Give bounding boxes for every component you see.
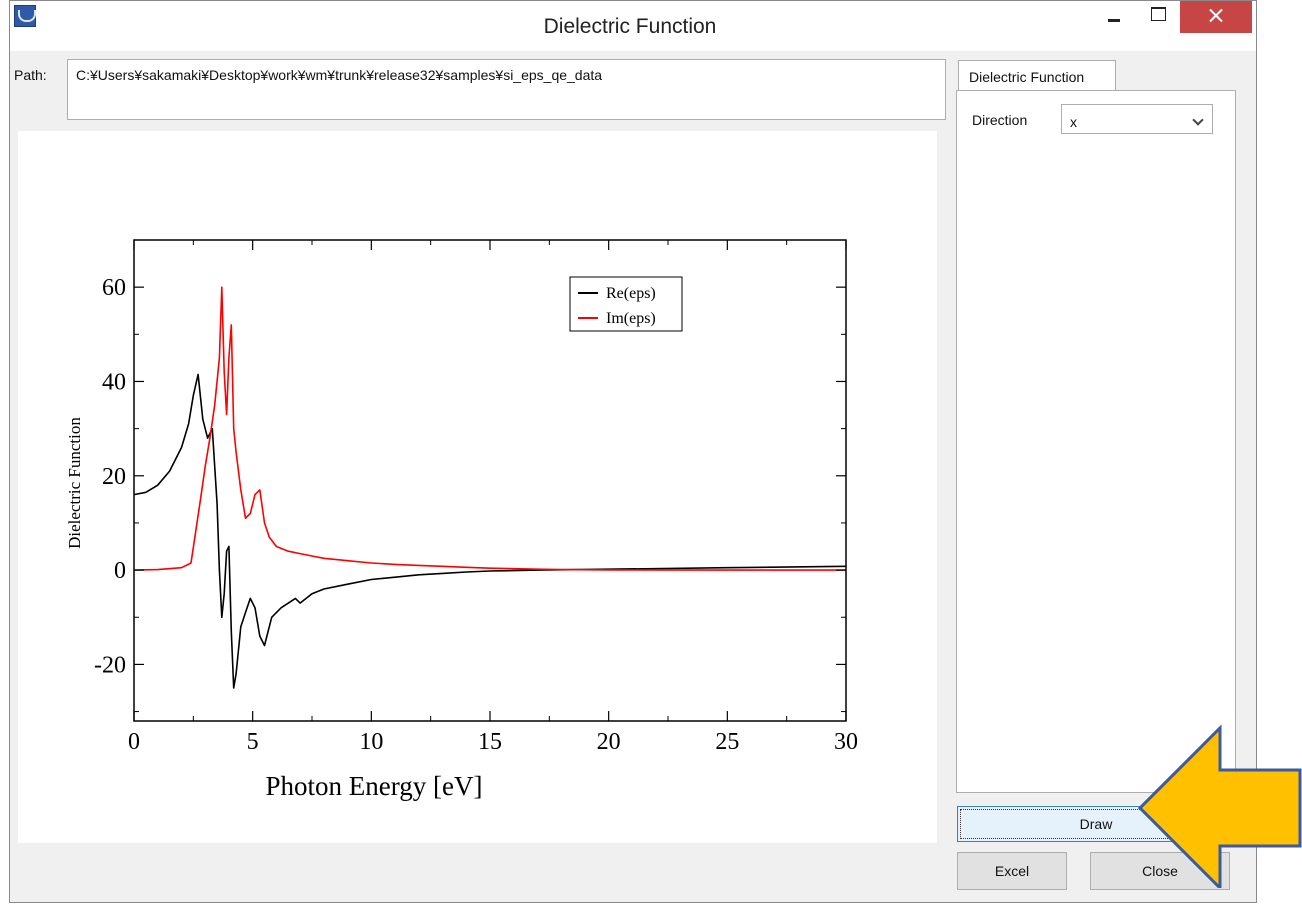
legend-label-re: Re(eps) xyxy=(606,285,656,302)
direction-value: x xyxy=(1070,114,1077,130)
x-tick-label: 20 xyxy=(597,729,621,755)
y-tick-label: 40 xyxy=(102,369,126,395)
tab-pane xyxy=(956,90,1236,793)
tab-dielectric-function[interactable]: Dielectric Function xyxy=(958,60,1116,91)
x-axis-label: Photon Energy [eV] xyxy=(266,771,483,801)
y-tick-label: 60 xyxy=(102,275,126,301)
x-tick-label: 30 xyxy=(834,729,858,755)
direction-select[interactable]: x xyxy=(1061,104,1213,134)
y-tick-label: 20 xyxy=(102,464,126,490)
window-title: Dielectric Function xyxy=(543,15,717,38)
x-tick-label: 5 xyxy=(247,729,259,755)
chart-legend: Re(eps) Im(eps) xyxy=(569,276,683,332)
legend-label-im: Im(eps) xyxy=(606,310,656,327)
plot-frame xyxy=(133,239,847,722)
arrow-left-icon xyxy=(1138,724,1302,888)
x-tick-label: 25 xyxy=(715,729,739,755)
path-label: Path: xyxy=(14,67,47,83)
path-field[interactable]: C:¥Users¥sakamaki¥Desktop¥work¥wm¥trunk¥… xyxy=(67,59,946,120)
chevron-down-icon xyxy=(1192,114,1204,126)
x-tick-label: 15 xyxy=(478,729,502,755)
series-line-0 xyxy=(133,373,847,689)
app-logo-icon xyxy=(14,5,36,27)
plot-panel: 0 5 10 15 20 25 30 -20 0 20 40 60 Photon Energy [eV… xyxy=(18,131,937,843)
close-window-button[interactable] xyxy=(1180,1,1252,33)
maximize-button[interactable] xyxy=(1138,1,1178,33)
excel-button[interactable]: Excel xyxy=(957,852,1067,890)
legend-box xyxy=(569,276,683,332)
title-bar: Dielectric Function xyxy=(10,1,1256,51)
minimize-button[interactable] xyxy=(1095,1,1135,33)
series-line-1 xyxy=(133,286,846,571)
direction-label: Direction xyxy=(972,112,1028,128)
x-tick-label: 0 xyxy=(128,729,140,755)
y-tick-label: 0 xyxy=(114,558,126,584)
dielectric-chart: 0 5 10 15 20 25 30 -20 0 20 40 60 Photon Energy [eV… xyxy=(65,239,858,801)
x-tick-label: 10 xyxy=(359,729,383,755)
y-axis-label: Dielectric Function xyxy=(65,417,84,549)
y-tick-label: -20 xyxy=(94,652,126,678)
